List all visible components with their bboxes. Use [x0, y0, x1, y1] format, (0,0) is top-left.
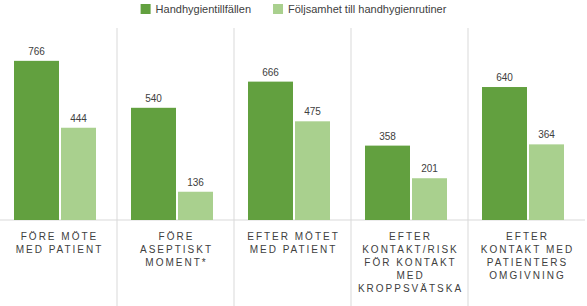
- data-label: 444: [70, 113, 87, 124]
- legend-swatch: [273, 4, 283, 14]
- data-label: 201: [421, 163, 438, 174]
- category-separator: [468, 28, 469, 306]
- data-label: 475: [304, 106, 321, 117]
- legend-label: Följsamhet till handhygienrutiner: [288, 3, 447, 15]
- data-label: 640: [496, 72, 513, 83]
- bar: [131, 108, 176, 220]
- category-separator: [117, 28, 118, 306]
- data-label: 364: [538, 129, 555, 140]
- category-label: EFTERKONTAKT/RISKFÖR KONTAKTMEDKROPPSVÄT…: [358, 231, 463, 294]
- data-label: 136: [187, 177, 204, 188]
- legend: Handhygientillfällen Följsamhet till hand…: [141, 3, 447, 15]
- legend-label: Handhygientillfällen: [156, 3, 251, 15]
- bar: [295, 121, 330, 220]
- bar: [365, 146, 410, 220]
- legend-swatch: [141, 4, 151, 14]
- category-label: EFTER MÖTETMED PATIENT: [247, 231, 340, 255]
- bar: [248, 82, 293, 220]
- bar: [482, 87, 527, 220]
- data-labels: 766 444 540 136 666 475 358 201 640 364: [28, 46, 555, 188]
- category-separator: [234, 28, 235, 306]
- data-label: 666: [262, 67, 279, 78]
- bar: [61, 128, 96, 220]
- category-label: FÖRE MÖTEMED PATIENT: [16, 231, 104, 255]
- bar: [178, 192, 213, 220]
- bar: [529, 144, 564, 220]
- bar: [14, 61, 59, 220]
- bar: [412, 178, 447, 220]
- category-separator: [351, 28, 352, 306]
- data-label: 540: [145, 93, 162, 104]
- data-label: 766: [28, 46, 45, 57]
- bars: [14, 61, 564, 220]
- data-label: 358: [379, 131, 396, 142]
- chart-container: 766 444 540 136 666 475 358 201 640 364 FÖRE MÖTEM…: [0, 0, 587, 306]
- category-label: FÖREASEPTISKTMOMENT*: [140, 231, 213, 268]
- category-label: EFTERKONTAKT MEDPATIENTERSOMGIVNING: [481, 231, 574, 281]
- chart: 766 444 540 136 666 475 358 201 640 364 FÖRE MÖTEM…: [0, 0, 587, 306]
